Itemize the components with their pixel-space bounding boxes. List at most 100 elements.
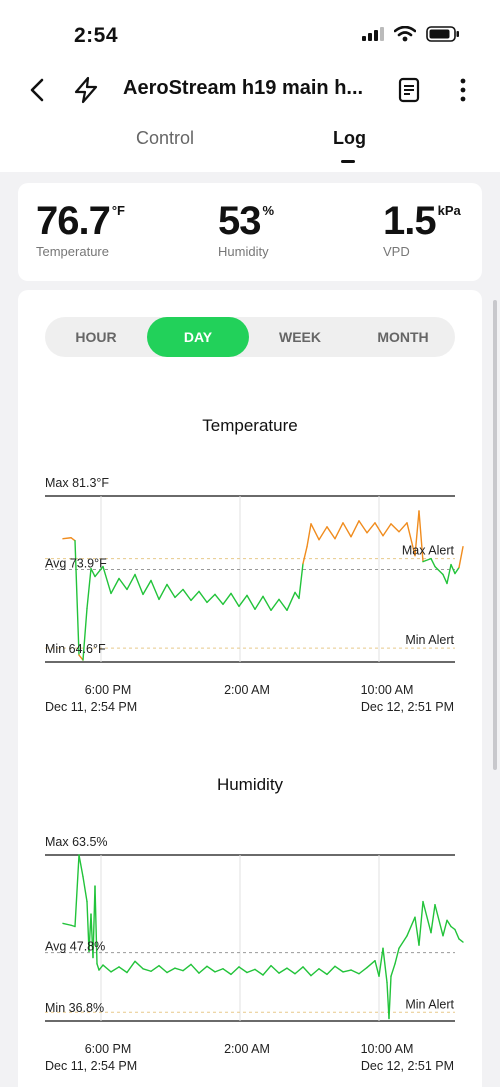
series-segment	[190, 590, 200, 602]
x-end-label: Dec 12, 2:51 PM	[360, 1059, 454, 1073]
scrollbar[interactable]	[493, 300, 497, 770]
x-tick-label: 6:00 PM	[85, 683, 132, 697]
tab-bar: Control Log	[0, 118, 500, 172]
series-segment	[94, 885, 98, 965]
series-segment	[388, 975, 392, 1020]
series-segment	[378, 947, 384, 977]
x-tick-label: 2:00 AM	[224, 683, 270, 697]
series-segment	[246, 968, 256, 974]
series-segment	[342, 969, 352, 973]
series-segment	[182, 588, 192, 602]
min-label: Min 36.8%	[45, 1001, 104, 1015]
series-segment	[278, 598, 288, 612]
series-segment	[398, 935, 408, 949]
temperature-series	[62, 510, 464, 661]
series-segment	[74, 540, 80, 656]
series-segment	[134, 573, 144, 596]
bolt-icon	[74, 76, 98, 104]
series-segment	[102, 565, 112, 595]
series-segment	[110, 577, 120, 595]
series-segment	[206, 965, 216, 973]
series-segment	[74, 854, 80, 928]
nav-bar: AeroStream h19 main h...	[0, 62, 500, 118]
series-segment	[454, 566, 460, 575]
series-segment	[446, 919, 452, 928]
series-segment	[434, 565, 444, 576]
document-icon	[398, 77, 420, 103]
temperature-chart: Max 81.3°F Avg 73.9°F Min 64.6°F Max Ale…	[45, 476, 464, 697]
x-start-label: Dec 11, 2:54 PM	[45, 700, 138, 714]
x-tick-label: 2:00 AM	[224, 1042, 270, 1056]
metric-unit: °F	[111, 203, 125, 218]
series-segment	[318, 968, 328, 976]
series-segment	[86, 567, 92, 610]
status-bar: 2:54	[0, 0, 500, 62]
metric-vpd: 1.5 kPa VPD	[383, 199, 461, 259]
series-segment	[334, 965, 344, 973]
max-alert-label: Max Alert	[402, 544, 455, 558]
metric-value: 53	[218, 199, 261, 243]
metric-temperature: 76.7 °F Temperature	[36, 199, 125, 259]
series-segment	[174, 967, 184, 972]
series-segment	[270, 964, 280, 974]
min-label: Min 64.6°F	[45, 642, 106, 656]
series-segment	[142, 579, 152, 596]
series-segment	[78, 654, 84, 661]
more-vertical-icon	[460, 78, 466, 102]
min-alert-label: Min Alert	[405, 997, 454, 1011]
series-segment	[102, 964, 112, 973]
series-segment	[190, 963, 200, 974]
x-start-label: Dec 11, 2:54 PM	[45, 1059, 138, 1073]
metric-humidity: 53% Humidity	[218, 199, 274, 259]
humidity-chart-title: Humidity	[216, 775, 284, 794]
series-segment	[358, 966, 368, 975]
series-segment	[286, 591, 296, 612]
range-option-day[interactable]: DAY	[147, 317, 249, 357]
series-segment	[390, 523, 400, 533]
series-segment	[302, 966, 312, 977]
series-segment	[198, 590, 208, 604]
range-option-week[interactable]: WEEK	[279, 329, 321, 345]
bolt-button[interactable]	[70, 74, 102, 106]
series-segment	[350, 969, 360, 975]
series-segment	[126, 573, 136, 591]
series-segment	[394, 947, 400, 965]
series-segment	[78, 854, 84, 878]
series-segment	[302, 545, 308, 565]
avg-label: Avg 73.9°F	[45, 557, 107, 571]
range-option-hour[interactable]: HOUR	[75, 329, 117, 345]
series-segment	[414, 510, 420, 557]
series-segment	[326, 526, 336, 540]
series-segment	[342, 522, 352, 538]
series-segment	[230, 592, 240, 608]
tab-control[interactable]: Control	[136, 128, 195, 148]
series-segment	[206, 593, 216, 604]
status-time: 2:54	[74, 24, 119, 47]
document-button[interactable]	[394, 74, 424, 106]
series-segment	[442, 573, 448, 585]
series-segment	[98, 964, 104, 971]
series-segment	[82, 876, 88, 903]
series-segment	[418, 900, 424, 946]
metric-unit: %	[262, 203, 275, 218]
range-option-month[interactable]: MONTH	[377, 329, 429, 345]
series-segment	[90, 567, 96, 578]
series-segment	[270, 598, 280, 612]
series-segment	[262, 964, 272, 976]
series-segment	[230, 966, 240, 976]
series-segment	[306, 523, 312, 548]
back-chevron-icon	[30, 78, 44, 102]
series-segment	[278, 967, 288, 974]
series-segment	[430, 557, 436, 568]
series-segment	[118, 966, 128, 974]
tab-log[interactable]: Log	[333, 128, 366, 148]
min-alert-label: Min Alert	[405, 633, 454, 647]
series-segment	[382, 947, 388, 984]
metric-value: 76.7	[36, 199, 111, 243]
more-button[interactable]	[450, 74, 476, 106]
series-segment	[222, 592, 232, 606]
series-segment	[158, 583, 168, 601]
tab-active-indicator	[341, 160, 355, 163]
back-button[interactable]	[22, 74, 52, 106]
temperature-chart-title: Temperature	[202, 416, 298, 435]
